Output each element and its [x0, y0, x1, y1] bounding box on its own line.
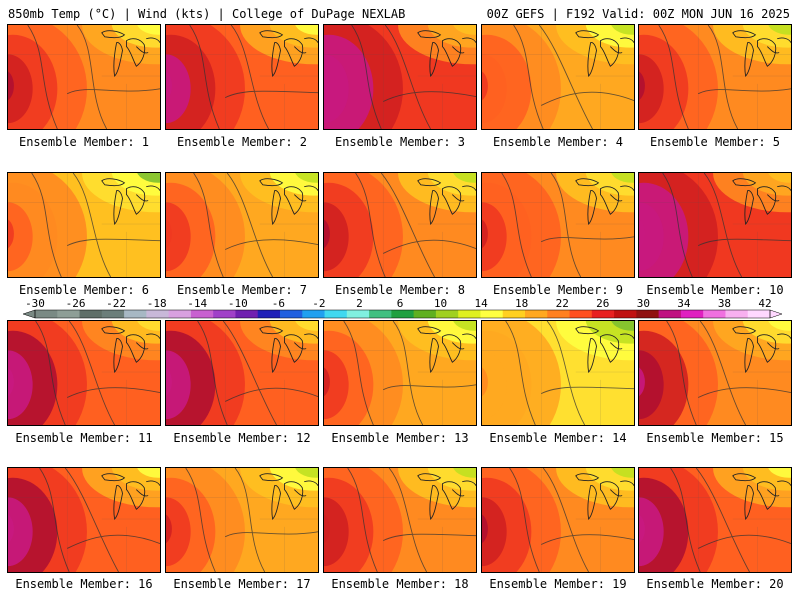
member-map-18 — [323, 467, 477, 573]
valid-time-label: 00Z GEFS | F192 Valid: 00Z MON JUN 16 20… — [486, 7, 790, 21]
colorbar-tick-label: -26 — [66, 298, 86, 310]
colorbar-swatch — [235, 310, 259, 318]
member-caption-6: Ensemble Member: 6 — [18, 283, 150, 297]
colorbar-swatch — [747, 310, 771, 318]
colorbar-tick-label: -30 — [25, 298, 45, 310]
member-map-8 — [323, 172, 477, 278]
colorbar-tick-label: 10 — [434, 298, 447, 310]
colorbar-swatch — [35, 310, 58, 318]
member-map-5 — [638, 24, 792, 130]
member-caption-9: Ensemble Member: 9 — [492, 283, 624, 297]
member-caption-12: Ensemble Member: 12 — [173, 431, 311, 445]
member-caption-7: Ensemble Member: 7 — [176, 283, 308, 297]
colorbar-swatch — [257, 310, 281, 318]
colorbar-swatch — [346, 310, 370, 318]
colorbar-tick-label: -14 — [187, 298, 207, 310]
member-caption-5: Ensemble Member: 5 — [649, 135, 781, 149]
colorbar-swatch — [280, 310, 303, 318]
colorbar-swatch — [302, 310, 326, 318]
member-caption-20: Ensemble Member: 20 — [646, 577, 784, 591]
member-map-16 — [7, 467, 161, 573]
colorbar-tick-label: 22 — [556, 298, 569, 310]
colorbar-swatch — [391, 310, 415, 318]
colorbar-tick-label: 18 — [515, 298, 528, 310]
member-caption-8: Ensemble Member: 8 — [334, 283, 466, 297]
member-caption-16: Ensemble Member: 16 — [15, 577, 153, 591]
member-map-10 — [638, 172, 792, 278]
colorbar-swatch — [57, 310, 81, 318]
colorbar-swatch — [725, 310, 749, 318]
colorbar-swatch — [101, 310, 125, 318]
colorbar-tick-label: -10 — [228, 298, 248, 310]
member-map-19 — [481, 467, 635, 573]
colorbar-swatch — [369, 310, 392, 318]
member-map-17 — [165, 467, 319, 573]
colorbar-tick-label: 34 — [677, 298, 691, 310]
colorbar-swatch — [146, 310, 170, 318]
member-map-4 — [481, 24, 635, 130]
member-caption-17: Ensemble Member: 17 — [173, 577, 311, 591]
colorbar-tick-label: 30 — [637, 298, 650, 310]
member-caption-19: Ensemble Member: 19 — [489, 577, 627, 591]
member-map-2 — [165, 24, 319, 130]
member-map-15 — [638, 320, 792, 426]
colorbar-swatch — [413, 310, 437, 318]
member-map-7 — [165, 172, 319, 278]
colorbar-tick-label: 14 — [474, 298, 488, 310]
temperature-colorbar: -30 -26 -22 -18 -14 -10 -6 -2 2 6 10 14 18 22 26 30 34 38… — [22, 298, 783, 319]
member-caption-2: Ensemble Member: 2 — [176, 135, 308, 149]
member-caption-11: Ensemble Member: 11 — [15, 431, 153, 445]
colorbar-high-arrow — [769, 309, 783, 319]
member-caption-4: Ensemble Member: 4 — [492, 135, 624, 149]
colorbar-swatch — [124, 310, 147, 318]
member-caption-3: Ensemble Member: 3 — [334, 135, 466, 149]
member-map-20 — [638, 467, 792, 573]
colorbar-tick-label: 26 — [596, 298, 609, 310]
member-map-13 — [323, 320, 477, 426]
colorbar-swatch — [435, 310, 459, 318]
colorbar-tick-label: -2 — [312, 298, 325, 310]
colorbar-tick-label: -18 — [147, 298, 167, 310]
member-map-11 — [7, 320, 161, 426]
member-map-9 — [481, 172, 635, 278]
member-map-6 — [7, 172, 161, 278]
colorbar-tick-label: -6 — [272, 298, 285, 310]
colorbar-swatch — [547, 310, 571, 318]
colorbar-swatch — [614, 310, 637, 318]
member-caption-14: Ensemble Member: 14 — [489, 431, 627, 445]
colorbar-swatch — [79, 310, 103, 318]
member-map-12 — [165, 320, 319, 426]
colorbar-swatch — [658, 310, 682, 318]
member-caption-18: Ensemble Member: 18 — [331, 577, 469, 591]
member-map-1 — [7, 24, 161, 130]
colorbar-swatch — [636, 310, 660, 318]
colorbar-tick-label: 42 — [758, 298, 771, 310]
colorbar-swatch — [168, 310, 192, 318]
colorbar-swatch — [458, 310, 481, 318]
colorbar-swatch — [569, 310, 593, 318]
colorbar-swatch — [324, 310, 348, 318]
colorbar-tick-label: -22 — [106, 298, 126, 310]
colorbar-swatch — [502, 310, 526, 318]
colorbar-swatch — [480, 310, 504, 318]
colorbar-swatch — [703, 310, 726, 318]
colorbar-tick-label: 2 — [356, 298, 363, 310]
member-caption-10: Ensemble Member: 10 — [646, 283, 784, 297]
colorbar-tick-label: 6 — [397, 298, 404, 310]
colorbar-tick-label: 38 — [718, 298, 731, 310]
member-caption-13: Ensemble Member: 13 — [331, 431, 469, 445]
map-title: 850mb Temp (°C) | Wind (kts) | College o… — [8, 7, 406, 21]
colorbar-low-arrow — [22, 309, 36, 319]
colorbar-swatch — [680, 310, 704, 318]
colorbar-swatch — [213, 310, 236, 318]
colorbar-swatch — [591, 310, 615, 318]
member-caption-15: Ensemble Member: 15 — [646, 431, 784, 445]
colorbar-swatch — [190, 310, 214, 318]
member-caption-1: Ensemble Member: 1 — [18, 135, 150, 149]
colorbar-swatch — [525, 310, 548, 318]
member-map-3 — [323, 24, 477, 130]
member-map-14 — [481, 320, 635, 426]
